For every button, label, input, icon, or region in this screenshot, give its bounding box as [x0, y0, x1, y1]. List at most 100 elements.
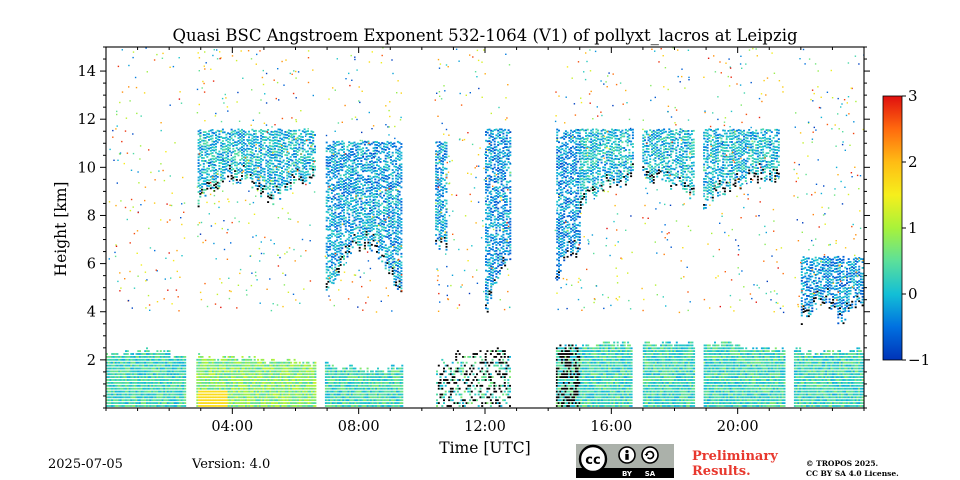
heatmap-cell: [557, 399, 560, 402]
heatmap-cell: [125, 356, 128, 358]
heatmap-cell: [274, 379, 277, 381]
heatmap-cell: [234, 370, 237, 373]
heatmap-cell: [467, 387, 470, 390]
heatmap-cell: [212, 373, 214, 376]
heatmap-cell: [206, 376, 209, 378]
heatmap-cell: [222, 358, 225, 361]
heatmap-cell: [140, 399, 143, 402]
heatmap-cell: [491, 376, 494, 378]
heatmap-cell: [132, 405, 135, 407]
heatmap-cell: [142, 390, 145, 393]
heatmap-cell: [139, 384, 141, 387]
heatmap-cell: [599, 356, 602, 358]
heatmap-cell: [684, 379, 687, 381]
heatmap-cell: [599, 350, 602, 352]
heatmap-cell: [349, 373, 352, 376]
heatmap-cell: [154, 399, 157, 402]
heatmap-cell: [286, 367, 289, 370]
heatmap-cell: [354, 370, 357, 373]
heatmap-cell: [491, 393, 494, 396]
heatmap-cell: [265, 367, 268, 370]
heatmap-cell: [182, 364, 185, 367]
heatmap-cell: [373, 387, 376, 390]
heatmap-cell: [382, 370, 385, 373]
heatmap-cell: [166, 387, 169, 390]
heatmap-cell: [210, 396, 213, 399]
heatmap-cell: [377, 396, 379, 399]
heatmap-cell: [165, 367, 168, 370]
heatmap-cell: [286, 390, 289, 393]
heatmap-cell: [290, 373, 293, 376]
heatmap-cell: [357, 384, 360, 387]
heatmap-cell: [366, 399, 369, 402]
heatmap-cell: [245, 384, 247, 387]
heatmap-cell: [286, 399, 289, 402]
heatmap-cell: [482, 379, 485, 381]
heatmap-cell: [184, 370, 187, 373]
heatmap-cell: [151, 399, 154, 402]
heatmap-cell: [182, 399, 185, 402]
heatmap-cell: [168, 405, 171, 407]
heatmap-cell: [389, 405, 392, 407]
heatmap-cell: [126, 361, 129, 364]
heatmap-cell: [166, 373, 169, 376]
heatmap-cell: [460, 373, 463, 376]
heatmap-cell: [559, 384, 562, 387]
heatmap-cell: [496, 373, 499, 376]
heatmap-cell: [262, 405, 265, 407]
heatmap-cell: [674, 373, 676, 376]
heatmap-cell: [627, 393, 630, 396]
heatmap-cell: [726, 379, 729, 381]
heatmap-cell: [349, 405, 352, 407]
heatmap-cell: [198, 370, 201, 373]
heatmap-cell: [250, 361, 253, 364]
heatmap-cell: [462, 367, 465, 370]
heatmap-cell: [665, 361, 668, 364]
heatmap-cell: [361, 396, 364, 399]
heatmap-cell: [114, 382, 117, 384]
heatmap-cell: [154, 382, 157, 384]
heatmap-cell: [130, 384, 133, 387]
heatmap-cell: [712, 344, 715, 347]
heatmap-cell: [366, 402, 369, 404]
heatmap-cell: [314, 367, 317, 370]
heatmap-cell: [205, 382, 207, 384]
heatmap-cell: [198, 356, 201, 358]
heatmap-cell: [291, 402, 294, 404]
heatmap-cell: [328, 364, 331, 367]
heatmap-cell: [377, 379, 379, 381]
heatmap-cell: [618, 361, 621, 364]
heatmap-cell: [175, 364, 178, 367]
heatmap-cell: [274, 402, 277, 404]
heatmap-cell: [621, 373, 624, 376]
heatmap-cell: [312, 399, 315, 402]
heatmap-cell: [114, 358, 117, 361]
heatmap-cell: [109, 358, 112, 361]
heatmap-cell: [627, 364, 630, 367]
heatmap-cell: [286, 364, 289, 367]
heatmap-cell: [477, 379, 480, 381]
heatmap-cell: [267, 396, 270, 399]
heatmap-cell: [458, 370, 461, 373]
heatmap-cell: [368, 390, 371, 393]
heatmap-cell: [328, 376, 331, 378]
heatmap-cell: [199, 396, 202, 399]
heatmap-cell: [298, 367, 301, 370]
heatmap-cell: [203, 361, 206, 364]
heatmap-cell: [300, 396, 303, 399]
heatmap-cell: [253, 364, 256, 367]
heatmap-cell: [144, 356, 147, 358]
heatmap-cell: [255, 370, 258, 373]
heatmap-cell: [349, 399, 352, 402]
heatmap-cell: [555, 361, 558, 364]
heatmap-cell: [142, 387, 145, 390]
heatmap-cell: [654, 358, 657, 361]
heatmap-cell: [693, 364, 696, 367]
heatmap-cell: [392, 384, 395, 387]
heatmap-cell: [281, 399, 284, 402]
heatmap-cell: [364, 376, 367, 378]
heatmap-cell: [172, 384, 174, 387]
heatmap-cell: [168, 361, 171, 364]
heatmap-cell: [397, 405, 400, 407]
heatmap-cell: [383, 384, 386, 387]
